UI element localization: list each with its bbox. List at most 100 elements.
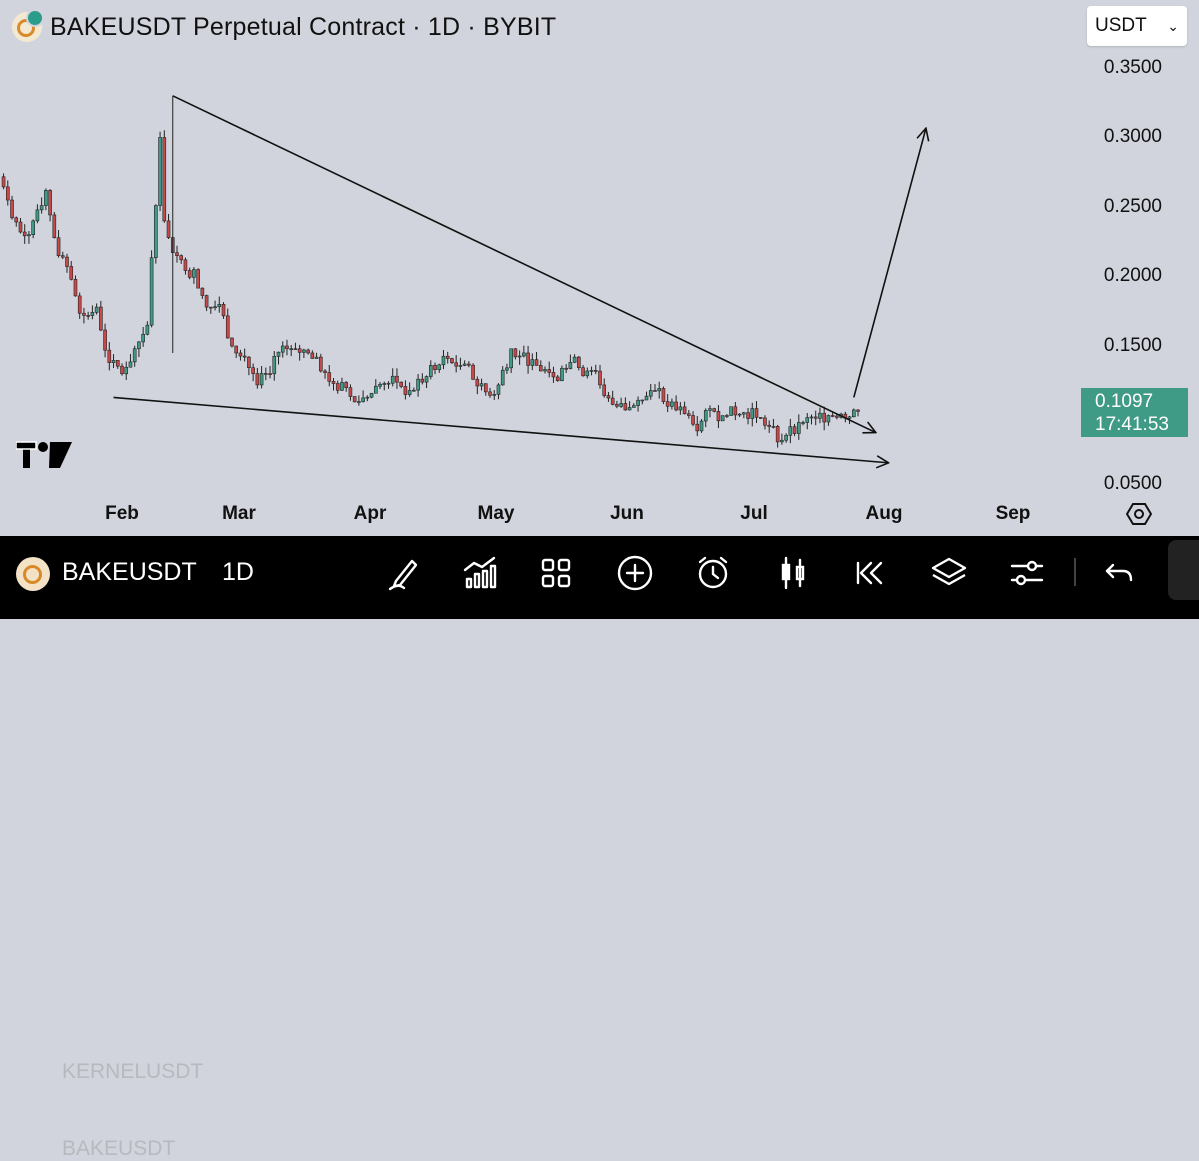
candle (771, 418, 776, 429)
upper-trendline[interactable] (172, 95, 875, 432)
candle (547, 361, 552, 378)
candle (238, 349, 243, 361)
candle (39, 197, 44, 214)
currency-select[interactable]: USDT ⌄ (1087, 6, 1187, 46)
previous-symbol: KERNELUSDT (62, 1060, 204, 1083)
candle (82, 307, 86, 324)
candle (725, 413, 729, 419)
candle (31, 219, 35, 239)
candle (44, 188, 48, 211)
candle (306, 348, 310, 355)
candle (111, 354, 116, 369)
undo-icon[interactable] (1099, 553, 1139, 593)
settings-sliders-icon[interactable] (1007, 553, 1047, 593)
candle (285, 339, 289, 356)
candle (610, 390, 615, 406)
symbol-logo-icon[interactable] (16, 557, 50, 591)
candle (154, 204, 158, 264)
candle (433, 362, 437, 375)
candle (703, 408, 708, 428)
candle (225, 308, 230, 339)
add-icon[interactable] (615, 553, 655, 593)
candle (809, 414, 814, 425)
replay-rewind-icon[interactable] (851, 553, 891, 593)
candle (805, 413, 810, 430)
candle (314, 352, 319, 359)
candle (344, 381, 348, 392)
candle (94, 303, 99, 315)
interval-button[interactable]: 1D (222, 558, 254, 586)
breakout-arrow[interactable] (853, 129, 926, 398)
candle (538, 360, 543, 372)
currency-value: USDT (1095, 15, 1147, 36)
candle (73, 275, 78, 297)
lower-trendline[interactable] (113, 396, 888, 462)
candle (568, 354, 573, 370)
candle (420, 373, 425, 385)
candle (572, 354, 577, 364)
candle (682, 401, 687, 415)
candle (640, 399, 645, 405)
candle (323, 369, 327, 379)
candle (424, 375, 429, 389)
toolbar-divider (1074, 558, 1076, 586)
candle (551, 366, 556, 383)
candle (471, 363, 475, 380)
time-axis-label: Sep (995, 503, 1031, 524)
candle (141, 326, 145, 347)
candle (674, 395, 678, 412)
candle (22, 224, 27, 244)
tradingview-logo-icon (16, 441, 72, 468)
candle (742, 411, 746, 419)
candle (496, 383, 501, 400)
chart-area[interactable]: BAKEUSDT Perpetual Contract · 1D · BYBIT… (0, 0, 1199, 536)
candle (348, 384, 353, 401)
candle (259, 366, 264, 389)
chart-type-candles-icon[interactable] (773, 553, 813, 593)
candle (335, 380, 340, 394)
candle (183, 257, 188, 275)
candle (577, 355, 581, 371)
candle (204, 294, 209, 312)
redo-button-partial[interactable] (1168, 540, 1199, 600)
price-axis-label: 0.0500 (1103, 473, 1162, 494)
candle (221, 302, 226, 319)
candle (602, 378, 607, 398)
candle (615, 400, 619, 409)
symbol-button[interactable]: BAKEUSDT (62, 558, 197, 586)
candle (382, 381, 387, 391)
candlestick-chart[interactable] (0, 0, 1080, 500)
candle (399, 381, 403, 389)
price-axis-label: 0.3000 (1103, 126, 1162, 147)
candle (213, 300, 217, 311)
candle (137, 341, 141, 358)
candle (361, 390, 365, 403)
candle (695, 416, 700, 437)
candle (230, 337, 234, 348)
candle (445, 351, 450, 364)
layouts-grid-icon[interactable] (537, 553, 577, 593)
candle (276, 351, 281, 365)
candle (56, 230, 61, 258)
candle (327, 364, 332, 387)
chart-settings-icon[interactable] (1126, 502, 1152, 526)
candle (784, 433, 788, 443)
candle (593, 364, 598, 375)
indicators-icon[interactable] (460, 553, 500, 593)
candle (99, 300, 103, 332)
candle (729, 406, 733, 416)
layers-icon[interactable] (929, 553, 969, 593)
candle (699, 418, 704, 433)
alert-clock-icon[interactable] (693, 553, 733, 593)
candle (856, 409, 860, 417)
candle (331, 377, 336, 391)
candle (162, 130, 167, 223)
candle (386, 381, 391, 389)
candle (200, 287, 205, 299)
time-axis-label: Jul (740, 503, 768, 524)
candle (196, 268, 200, 289)
candle (293, 342, 298, 351)
drawing-tools-icon[interactable] (384, 553, 424, 593)
candle (297, 344, 302, 361)
price-axis-label: 0.2000 (1103, 265, 1162, 286)
